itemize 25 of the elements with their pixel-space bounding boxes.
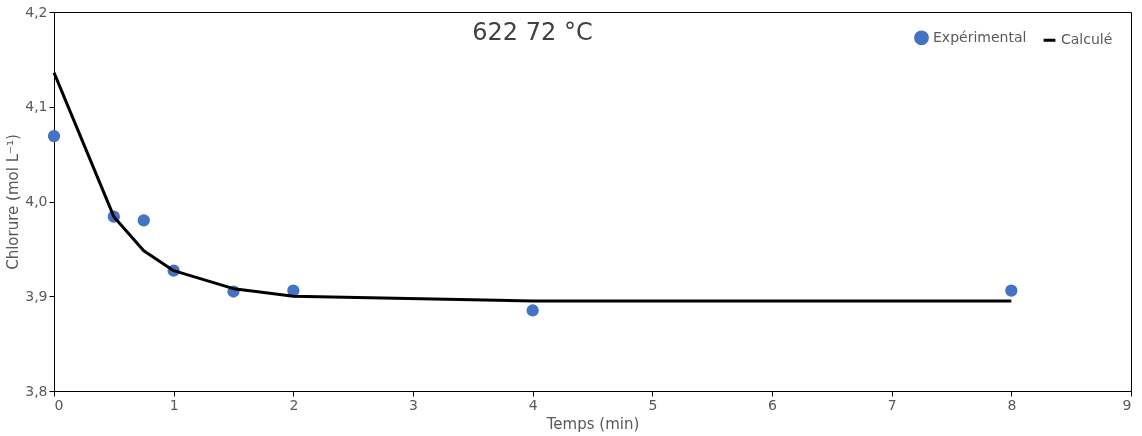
point [526, 304, 539, 317]
x-tick-label: 4 [528, 396, 538, 413]
x-tick-label: 2 [289, 396, 299, 413]
y-tick-label: 4,2 [25, 3, 48, 20]
x-tick-label: 8 [1007, 396, 1017, 413]
point [47, 130, 61, 143]
x-tick-label: 0 [54, 396, 64, 413]
legend-label: Calculé [1061, 31, 1113, 48]
line-series [52, 71, 1013, 303]
point [1005, 284, 1018, 297]
x-tick-label: 7 [887, 396, 897, 413]
x-tick-label: 6 [768, 396, 778, 413]
y-tick-label: 3,8 [25, 382, 48, 399]
y-tick-label: 4,0 [25, 193, 48, 209]
y-tick-label: 4,1 [25, 98, 48, 115]
point [137, 214, 150, 227]
x-tick-label: 3 [409, 396, 418, 413]
y-tick-label: 3,9 [25, 287, 48, 304]
legend-label: Expérimental [933, 28, 1027, 45]
x-tick-label: 9 [1122, 396, 1132, 413]
x-tick-label: 1 [169, 396, 179, 413]
x-tick-label: 5 [648, 396, 658, 413]
x-axis-title: Temps (min) [545, 414, 640, 433]
y-axis-title: Chlorure (mol L⁻¹) [4, 134, 23, 270]
chart-title: 622 72 °C [472, 18, 593, 46]
